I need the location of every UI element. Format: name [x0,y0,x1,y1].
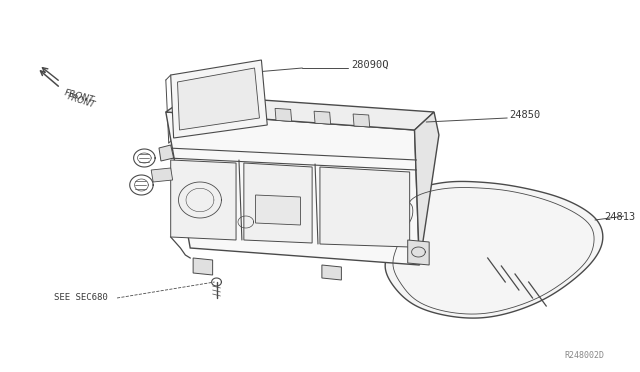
Polygon shape [320,167,410,247]
Polygon shape [171,60,268,138]
Text: FRONT: FRONT [63,88,95,105]
Text: R248002D: R248002D [564,351,605,360]
Polygon shape [408,240,429,265]
Polygon shape [385,182,603,318]
Text: 28090Q: 28090Q [351,60,388,70]
Polygon shape [193,258,212,275]
Polygon shape [275,108,292,121]
Polygon shape [322,265,341,280]
Polygon shape [415,112,439,265]
Text: FRONT: FRONT [67,92,97,109]
Polygon shape [177,68,259,130]
Polygon shape [171,160,236,240]
Text: 24813: 24813 [605,212,636,222]
Polygon shape [159,145,173,161]
Polygon shape [255,195,300,225]
Polygon shape [151,168,173,182]
Polygon shape [244,163,312,243]
Polygon shape [353,114,370,127]
Polygon shape [166,112,419,265]
Polygon shape [314,111,331,124]
Text: SEE SEC680: SEE SEC680 [54,294,108,302]
Polygon shape [166,95,434,130]
Text: 24850: 24850 [509,110,540,120]
